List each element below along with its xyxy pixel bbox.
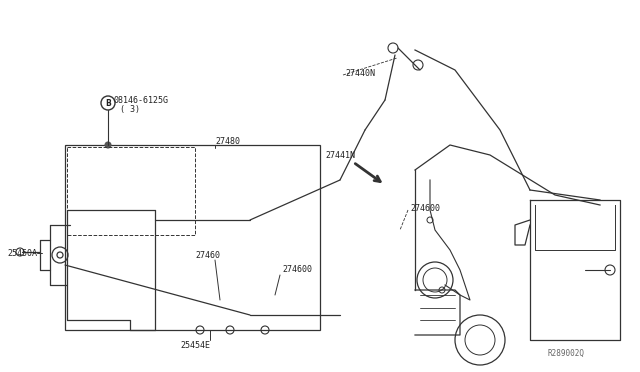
Text: 25454E: 25454E <box>180 340 210 350</box>
Text: 274600: 274600 <box>282 266 312 275</box>
Bar <box>65 145 320 330</box>
Circle shape <box>105 142 111 148</box>
Text: 25450A: 25450A <box>7 248 37 257</box>
Text: 27460: 27460 <box>195 250 220 260</box>
Text: 274600: 274600 <box>410 203 440 212</box>
Text: ( 3): ( 3) <box>120 105 140 113</box>
Text: 27480: 27480 <box>215 137 240 145</box>
Text: B: B <box>105 99 111 108</box>
Text: 08146-6125G: 08146-6125G <box>113 96 168 105</box>
Text: 27440N: 27440N <box>345 68 375 77</box>
Text: R289002Q: R289002Q <box>548 349 585 357</box>
Text: 27441N: 27441N <box>325 151 355 160</box>
